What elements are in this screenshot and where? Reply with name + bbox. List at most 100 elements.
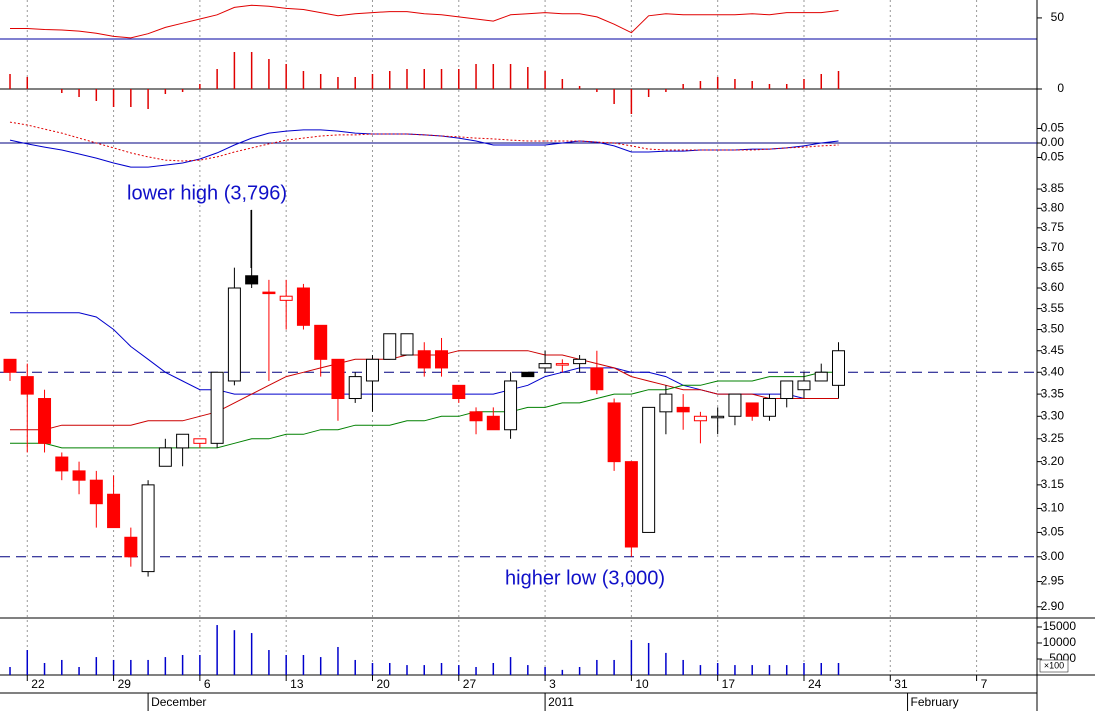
- x-tick-label: 17: [722, 677, 736, 691]
- y-tick-label: 3.15: [1041, 477, 1065, 491]
- candle-body: [624, 461, 638, 548]
- candle-body: [797, 380, 811, 391]
- candle-body: [262, 291, 276, 295]
- candle-body: [210, 371, 224, 444]
- x-tick-label: 3: [549, 677, 556, 691]
- candle-body: [607, 402, 621, 463]
- candle-body: [780, 380, 794, 400]
- x-tick-label: 20: [376, 677, 390, 691]
- y-tick-label: 10000: [1043, 635, 1077, 649]
- y-tick-label: 50: [1051, 10, 1065, 24]
- candle-body: [245, 275, 259, 285]
- candle-body: [314, 324, 328, 360]
- month-label: December: [151, 695, 206, 709]
- x-tick-label: 7: [981, 677, 988, 691]
- month-label: February: [911, 695, 959, 709]
- y-tick-label: 2.95: [1041, 574, 1065, 588]
- candle-body: [814, 371, 828, 382]
- y-tick-label: 3.55: [1041, 301, 1065, 315]
- x-tick-label: 22: [31, 677, 45, 691]
- candle-body: [55, 456, 69, 472]
- candle-body: [227, 287, 241, 382]
- candle-body: [745, 402, 759, 417]
- candle-body: [435, 350, 449, 369]
- candle-body: [124, 536, 138, 558]
- y-tick-label: 3.35: [1041, 386, 1065, 400]
- candle-body: [348, 376, 362, 400]
- candle-body: [452, 384, 466, 400]
- y-tick-label: 3.85: [1041, 181, 1065, 195]
- y-tick-label: 3.75: [1041, 220, 1065, 234]
- candle-body: [417, 350, 431, 369]
- y-tick-label: 3.50: [1041, 322, 1065, 336]
- candle-body: [331, 358, 345, 400]
- annotation: lower high (3,796): [127, 182, 287, 204]
- candle-body: [573, 358, 587, 365]
- y-tick-label: 3.40: [1041, 364, 1065, 378]
- candle-body: [38, 398, 52, 444]
- x-tick-label: 6: [204, 677, 211, 691]
- y-tick-label: 2.90: [1041, 599, 1065, 613]
- month-label: 2011: [548, 695, 574, 709]
- candle-body: [504, 380, 518, 431]
- candle-body: [383, 333, 397, 360]
- y-tick-label: 3.60: [1041, 280, 1065, 294]
- candle-body: [400, 333, 414, 356]
- y-tick-label: 3.65: [1041, 260, 1065, 274]
- candle-body: [365, 358, 379, 382]
- candle-body: [590, 367, 604, 391]
- x-tick-label: 24: [808, 677, 822, 691]
- candle-body: [693, 415, 707, 422]
- y-tick-label: 0.05: [1041, 121, 1065, 135]
- x-tick-label: 13: [290, 677, 304, 691]
- y-tick-label: 3.05: [1041, 525, 1065, 539]
- candle-body: [728, 393, 742, 417]
- y-tick-label: 0.00: [1041, 135, 1065, 149]
- unit-label: ×100: [1044, 660, 1064, 670]
- x-tick-label: 27: [463, 677, 477, 691]
- candle-body: [176, 433, 190, 449]
- candle-body: [555, 363, 569, 366]
- candle-body: [538, 363, 552, 369]
- candle-body: [3, 358, 17, 373]
- candle-body: [72, 470, 86, 481]
- candle-body: [158, 447, 172, 467]
- series-line: [10, 371, 839, 449]
- candle-body: [141, 484, 155, 573]
- candle-body: [711, 415, 725, 419]
- y-tick-label: 3.70: [1041, 240, 1065, 254]
- candle-body: [642, 406, 656, 533]
- candle-body: [279, 295, 293, 301]
- candle-body: [832, 350, 846, 386]
- series-line: [10, 4, 839, 39]
- candle-body: [486, 415, 500, 431]
- candle-body: [521, 371, 535, 378]
- x-tick-label: 29: [118, 677, 132, 691]
- y-tick-label: 3.80: [1041, 200, 1065, 214]
- y-tick-label: 3.30: [1041, 408, 1065, 422]
- unit-box: [1039, 659, 1069, 673]
- y-tick-label: 3.20: [1041, 454, 1065, 468]
- candle-body: [469, 411, 483, 422]
- candle-body: [762, 398, 776, 417]
- candle-body: [676, 406, 690, 413]
- y-tick-label: 15000: [1043, 619, 1077, 633]
- y-tick-label: 0: [1057, 81, 1064, 95]
- y-tick-label: 3.00: [1041, 549, 1065, 563]
- series-line: [9, 121, 839, 162]
- y-tick-label: 3.25: [1041, 431, 1065, 445]
- candle-body: [89, 479, 103, 505]
- y-tick-label: 3.10: [1041, 501, 1065, 515]
- candle-body: [659, 393, 673, 413]
- candle-body: [107, 493, 121, 529]
- candle-body: [20, 376, 34, 395]
- annotation: higher low (3,000): [505, 567, 665, 589]
- x-tick-label: 31: [894, 677, 908, 691]
- y-tick-label: -0.05: [1037, 150, 1065, 164]
- candle-body: [296, 287, 310, 326]
- x-tick-label: 10: [635, 677, 649, 691]
- y-tick-label: 3.45: [1041, 343, 1065, 357]
- candle-body: [193, 438, 207, 444]
